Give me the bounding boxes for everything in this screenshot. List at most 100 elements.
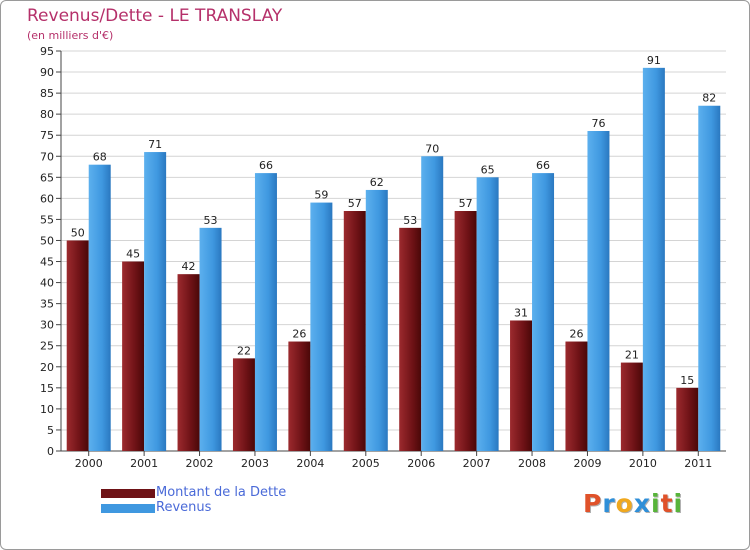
data-label-dette: 31	[514, 306, 528, 319]
data-label-dette: 57	[459, 197, 473, 210]
logo-letter: P	[583, 489, 603, 518]
bar-revenus	[532, 173, 555, 451]
y-tick-label: 25	[40, 340, 54, 353]
data-label-dette: 15	[680, 374, 694, 387]
y-tick-label: 55	[40, 213, 54, 226]
x-tick-label: 2003	[241, 457, 269, 470]
data-label-revenus: 70	[425, 142, 439, 155]
x-tick-label: 2006	[407, 457, 435, 470]
data-labels: 50 68 45 71 42 53 22 66 26 59 57 62 53 70 57 65 31 66 26 76…	[71, 54, 717, 387]
data-label-dette: 53	[403, 214, 417, 227]
bar-dette	[620, 362, 643, 451]
y-tick-label: 30	[40, 319, 54, 332]
bar-dette	[288, 341, 311, 451]
proxiti-logo: Proxiti	[583, 489, 683, 518]
x-tick-label: 2000	[75, 457, 103, 470]
logo-letter: i	[651, 489, 661, 518]
x-tick-label: 2008	[518, 457, 546, 470]
bar-dette	[510, 320, 533, 451]
bar-revenus	[199, 227, 222, 451]
y-tick-label: 20	[40, 361, 54, 374]
x-tick-label: 2001	[130, 457, 158, 470]
bar-revenus	[698, 105, 721, 451]
data-label-dette: 26	[569, 328, 583, 341]
y-tick-label: 95	[40, 45, 54, 58]
y-tick-label: 60	[40, 192, 54, 205]
y-tick-label: 85	[40, 87, 54, 100]
data-label-revenus: 65	[481, 163, 495, 176]
bar-revenus	[421, 156, 444, 451]
x-tick-label: 2010	[629, 457, 657, 470]
data-label-revenus: 62	[370, 176, 384, 189]
axes: 0 5 10 15 20 25 30 35 40 45 50 55 60 65 70 75 80 85 90 95 20…	[40, 45, 726, 470]
bar-dette	[66, 240, 89, 451]
logo-letter: t	[660, 489, 674, 518]
x-tick-label: 2004	[296, 457, 324, 470]
y-tick-label: 45	[40, 256, 54, 269]
data-label-revenus: 71	[148, 138, 162, 151]
data-label-revenus: 91	[647, 54, 661, 67]
data-label-revenus: 66	[259, 159, 273, 172]
legend-label-dette: Montant de la Dette	[156, 485, 287, 500]
logo-letter: i	[673, 489, 684, 518]
data-label-dette: 21	[625, 349, 639, 362]
bar-dette	[399, 227, 422, 451]
y-tick-label: 90	[40, 66, 54, 79]
y-tick-label: 0	[47, 445, 54, 458]
bar-revenus	[365, 189, 388, 451]
bars	[66, 67, 721, 452]
y-tick-label: 70	[40, 150, 54, 163]
data-label-revenus: 66	[536, 159, 550, 172]
data-label-revenus: 59	[314, 189, 328, 202]
logo-letter: r	[602, 489, 616, 518]
y-tick-label: 75	[40, 129, 54, 142]
chart-title: Revenus/Dette - LE TRANSLAY	[27, 6, 283, 26]
logo-letter: o	[615, 489, 634, 518]
bar-revenus	[88, 164, 111, 451]
data-label-dette: 22	[237, 344, 251, 357]
grid-lines	[61, 50, 726, 431]
bar-revenus	[476, 177, 499, 451]
data-label-revenus: 76	[591, 117, 605, 130]
data-label-dette: 45	[126, 248, 140, 261]
y-tick-label: 65	[40, 171, 54, 184]
bar-dette	[565, 341, 588, 451]
chart-subtitle: (en milliers d'€)	[27, 29, 114, 42]
data-label-revenus: 82	[702, 92, 716, 105]
legend-swatch-dette	[101, 489, 155, 498]
bar-revenus	[310, 202, 333, 451]
bar-dette	[343, 211, 366, 451]
bar-dette	[177, 274, 200, 451]
bar-revenus	[144, 152, 167, 452]
y-tick-label: 35	[40, 298, 54, 311]
bar-dette	[232, 358, 255, 451]
x-tick-label: 2007	[463, 457, 491, 470]
y-tick-label: 15	[40, 382, 54, 395]
y-tick-label: 80	[40, 108, 54, 121]
bar-dette	[454, 211, 477, 451]
data-label-revenus: 68	[93, 151, 107, 164]
y-tick-label: 50	[40, 234, 54, 247]
logo-letter: x	[633, 489, 651, 518]
y-tick-label: 40	[40, 277, 54, 290]
data-label-dette: 50	[71, 226, 85, 239]
y-tick-label: 10	[40, 403, 54, 416]
y-tick-label: 5	[47, 424, 54, 437]
legend-swatch-revenus	[101, 504, 155, 513]
data-label-dette: 57	[348, 197, 362, 210]
data-label-dette: 42	[182, 260, 196, 273]
bar-dette	[122, 261, 145, 451]
bar-revenus	[254, 173, 277, 451]
bar-dette	[676, 387, 699, 451]
x-tick-label: 2011	[684, 457, 712, 470]
x-tick-label: 2002	[186, 457, 214, 470]
legend-label-revenus: Revenus	[156, 500, 212, 515]
data-label-revenus: 53	[204, 214, 218, 227]
data-label-dette: 26	[292, 328, 306, 341]
bar-revenus	[587, 131, 610, 451]
bar-revenus	[642, 67, 665, 451]
x-tick-label: 2009	[573, 457, 601, 470]
x-tick-label: 2005	[352, 457, 380, 470]
